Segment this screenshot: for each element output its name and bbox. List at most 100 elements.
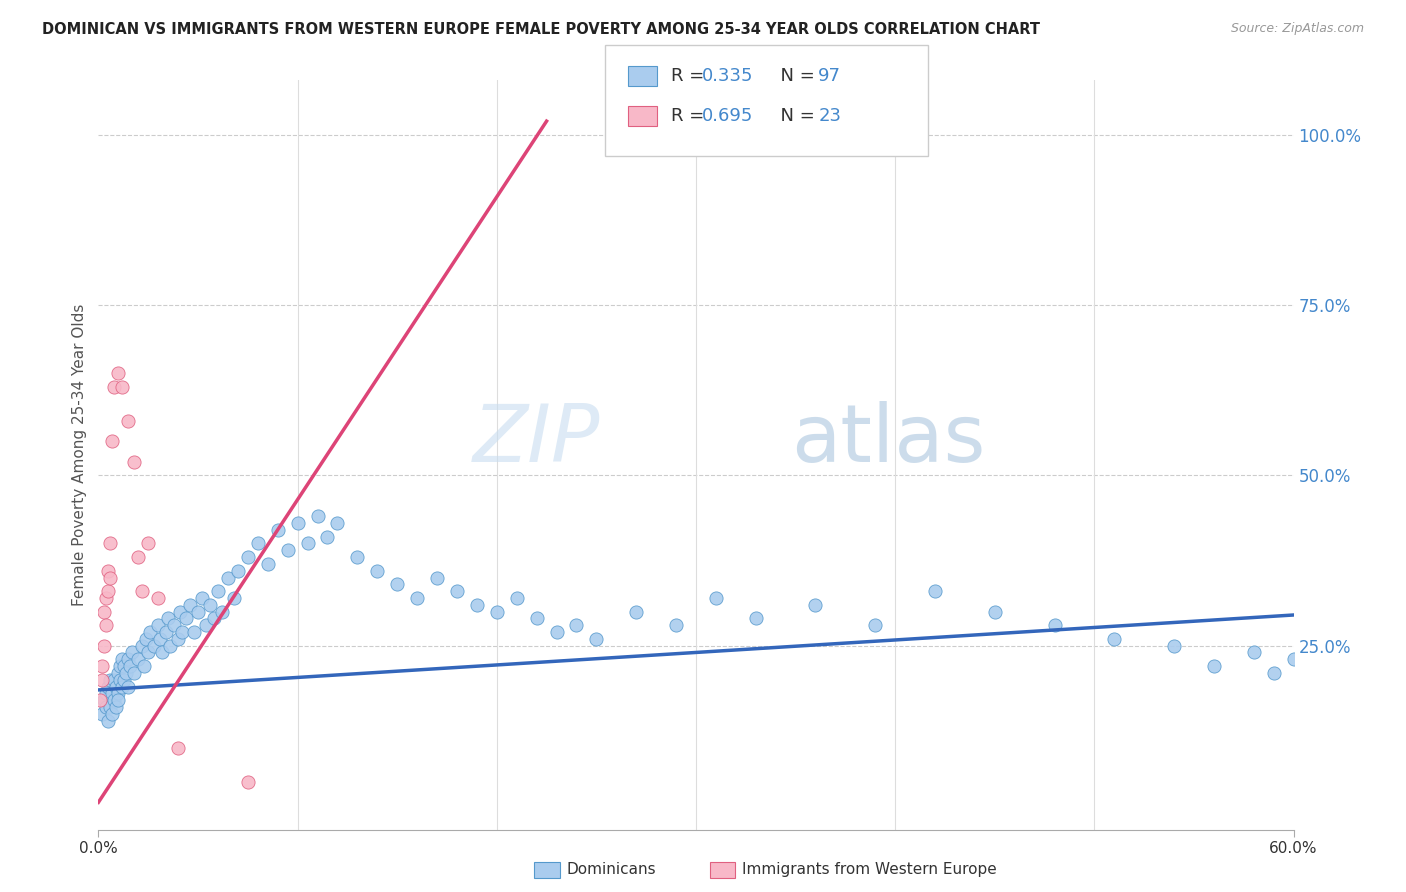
- Point: [155, 625, 177, 640]
- Point: [111, 680, 134, 694]
- Point: [97, 680, 120, 694]
- Point: [704, 591, 727, 605]
- Point: [101, 686, 124, 700]
- Point: [167, 740, 190, 755]
- Point: [121, 645, 143, 659]
- Text: Dominicans: Dominicans: [567, 863, 657, 877]
- Point: [96, 686, 118, 700]
- Point: [187, 605, 209, 619]
- Point: [105, 700, 128, 714]
- Point: [110, 659, 132, 673]
- Point: [91, 706, 114, 721]
- Point: [96, 591, 118, 605]
- Point: [183, 625, 205, 640]
- Point: [169, 605, 191, 619]
- Point: [115, 665, 138, 680]
- Point: [236, 775, 259, 789]
- Point: [207, 584, 229, 599]
- Point: [326, 516, 349, 530]
- Point: [97, 584, 120, 599]
- Point: [134, 659, 156, 673]
- Point: [198, 598, 221, 612]
- Point: [163, 618, 186, 632]
- Point: [107, 693, 129, 707]
- Point: [91, 673, 114, 687]
- Point: [157, 611, 180, 625]
- Point: [124, 455, 146, 469]
- Point: [107, 686, 129, 700]
- Point: [107, 665, 129, 680]
- Point: [103, 380, 125, 394]
- Text: ZIP: ZIP: [472, 401, 600, 479]
- Point: [1163, 639, 1185, 653]
- Point: [96, 618, 118, 632]
- Point: [131, 584, 153, 599]
- Point: [1263, 665, 1285, 680]
- Point: [148, 591, 170, 605]
- Y-axis label: Female Poverty Among 25-34 Year Olds: Female Poverty Among 25-34 Year Olds: [72, 304, 87, 606]
- Point: [366, 564, 388, 578]
- Point: [465, 598, 488, 612]
- Point: [267, 523, 290, 537]
- Text: 0.335: 0.335: [702, 67, 754, 85]
- Point: [1202, 659, 1225, 673]
- Point: [139, 625, 162, 640]
- Point: [117, 652, 139, 666]
- Point: [117, 680, 139, 694]
- Point: [89, 693, 111, 707]
- Point: [96, 700, 118, 714]
- Point: [246, 536, 269, 550]
- Point: [148, 618, 170, 632]
- Point: [172, 625, 194, 640]
- Point: [98, 700, 122, 714]
- Point: [167, 632, 190, 646]
- Point: [287, 516, 309, 530]
- Text: R =: R =: [671, 67, 710, 85]
- Point: [120, 659, 142, 673]
- Point: [117, 414, 139, 428]
- Point: [745, 611, 768, 625]
- Point: [127, 652, 149, 666]
- Text: Source: ZipAtlas.com: Source: ZipAtlas.com: [1230, 22, 1364, 36]
- Point: [98, 570, 122, 584]
- Point: [149, 632, 172, 646]
- Point: [446, 584, 468, 599]
- Point: [136, 536, 159, 550]
- Text: atlas: atlas: [792, 401, 986, 479]
- Point: [91, 659, 114, 673]
- Point: [804, 598, 827, 612]
- Point: [124, 665, 146, 680]
- Point: [195, 618, 218, 632]
- Point: [526, 611, 548, 625]
- Point: [236, 550, 259, 565]
- Point: [506, 591, 529, 605]
- Point: [98, 673, 122, 687]
- Point: [1282, 652, 1305, 666]
- Point: [111, 652, 134, 666]
- Point: [385, 577, 409, 591]
- Point: [626, 605, 648, 619]
- Point: [202, 611, 225, 625]
- Point: [105, 680, 128, 694]
- Point: [143, 639, 166, 653]
- Point: [98, 536, 122, 550]
- Point: [150, 645, 173, 659]
- Point: [277, 543, 299, 558]
- Point: [107, 366, 129, 380]
- Point: [406, 591, 429, 605]
- Point: [179, 598, 201, 612]
- Point: [131, 639, 153, 653]
- Point: [546, 625, 568, 640]
- Point: [665, 618, 688, 632]
- Point: [316, 530, 339, 544]
- Point: [191, 591, 214, 605]
- Point: [565, 618, 588, 632]
- Point: [101, 706, 124, 721]
- Point: [103, 673, 125, 687]
- Point: [217, 570, 239, 584]
- Text: N =: N =: [769, 67, 821, 85]
- Point: [93, 693, 115, 707]
- Point: [485, 605, 508, 619]
- Point: [1243, 645, 1265, 659]
- Text: R =: R =: [671, 107, 710, 125]
